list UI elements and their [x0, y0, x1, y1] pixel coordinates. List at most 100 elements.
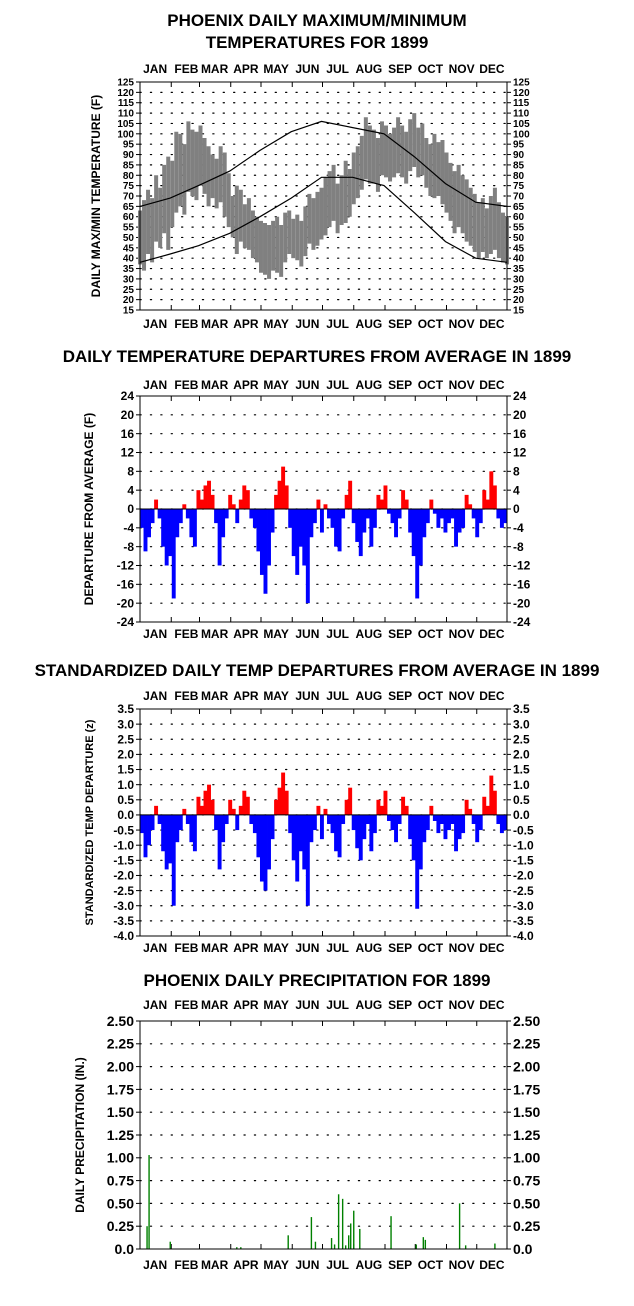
departure-bar	[485, 805, 490, 815]
y-tick-label-right: 25	[513, 285, 525, 296]
y-tick-label-left: 2.0	[117, 748, 134, 762]
departure-bar	[450, 509, 455, 519]
month-label-top: APR	[233, 689, 259, 703]
departure-bar	[387, 509, 391, 514]
y-tick-label-right: 3.5	[513, 702, 530, 716]
month-label-bottom: NOV	[449, 941, 475, 955]
month-label-bottom: MAY	[263, 317, 289, 331]
month-label-bottom: JAN	[143, 627, 167, 641]
departure-bar	[196, 490, 201, 509]
departure-bar	[404, 499, 409, 509]
departure-bar	[281, 466, 286, 509]
departure-bar	[369, 509, 374, 547]
departure-bar	[429, 805, 434, 815]
departure-bar	[267, 509, 271, 566]
y-tick-label-right: 40	[513, 254, 525, 265]
departure-bar	[217, 509, 222, 566]
y-tick-label-right: 0.5	[513, 793, 530, 807]
departure-bar	[323, 504, 328, 509]
month-label-top: APR	[233, 62, 259, 76]
month-label-bottom: OCT	[418, 1258, 444, 1272]
y-tick-label-right: 110	[513, 109, 530, 120]
month-label-top: MAR	[201, 62, 229, 76]
departure-bar	[263, 509, 268, 594]
departure-bar	[143, 814, 148, 858]
departure-bar	[274, 799, 279, 815]
y-tick-label-left: 0.5	[117, 793, 134, 807]
month-label-top: JUN	[295, 62, 319, 76]
departure-bar	[376, 799, 381, 815]
departure-bar	[302, 509, 307, 566]
y-tick-label-right: -3.5	[513, 914, 534, 928]
y-tick-label-right: -2.5	[513, 884, 534, 898]
y-tick-label-left: -24	[117, 615, 135, 629]
departure-bar	[252, 509, 257, 528]
departure-bar	[157, 509, 162, 519]
y-tick-label-left: 1.50	[107, 1104, 134, 1120]
departure-bar	[369, 814, 374, 852]
departure-bar	[242, 485, 247, 509]
departure-bar	[207, 480, 211, 509]
departure-bar	[344, 799, 349, 815]
month-label-top: FEB	[174, 378, 198, 392]
departure-bar	[242, 790, 247, 815]
departure-bar	[464, 799, 469, 815]
y-tick-label-left: -4	[123, 521, 134, 535]
y-tick-label-right: 0.0	[513, 808, 530, 822]
y-tick-label-right: 0.25	[513, 1218, 540, 1234]
departure-bar	[178, 509, 183, 524]
y-tick-label-right: 4	[513, 483, 520, 497]
month-label-top: JAN	[143, 689, 167, 703]
departure-bar	[150, 814, 155, 831]
month-label-top: JUL	[326, 998, 349, 1012]
month-label-top: DEC	[479, 62, 505, 76]
month-label-top: JUL	[326, 689, 349, 703]
y-tick-label-right: -16	[513, 578, 531, 592]
departure-bar	[284, 485, 289, 509]
y-tick-label-left: 12	[121, 446, 135, 460]
y-tick-label-right: 45	[513, 243, 525, 254]
y-tick-label-left: 55	[123, 223, 135, 234]
plot-border	[139, 1020, 508, 1250]
month-label-bottom: SEP	[388, 317, 412, 331]
y-tick-label-left: 75	[123, 181, 135, 192]
departure-bar	[319, 509, 324, 533]
departure-bar	[450, 814, 455, 825]
departure-bar	[143, 509, 148, 552]
chart-title: PHOENIX DAILY MAXIMUM/MINIMUM	[167, 11, 466, 30]
month-label-bottom: AUG	[356, 1258, 383, 1272]
departure-bar	[415, 814, 420, 909]
y-tick-label-right: 65	[513, 202, 525, 213]
departure-bar	[235, 509, 240, 524]
month-label-top: SEP	[388, 689, 412, 703]
y-tick-label-right: 50	[513, 233, 525, 244]
y-tick-label-right: 70	[513, 192, 525, 203]
month-label-top: OCT	[418, 378, 444, 392]
departure-bar	[482, 490, 487, 509]
y-tick-label-right: -20	[513, 596, 531, 610]
normal-min-line	[139, 176, 508, 263]
y-tick-label-right: 80	[513, 171, 525, 182]
departure-bar	[164, 509, 169, 566]
month-label-bottom: DEC	[479, 627, 505, 641]
y-tick-label-left: 20	[121, 408, 135, 422]
y-tick-label-left: -3.5	[113, 914, 134, 928]
departure-bar	[312, 814, 317, 831]
departure-bar	[249, 814, 254, 825]
y-tick-label-right: 24	[513, 389, 527, 403]
y-tick-label-left: 120	[117, 88, 134, 99]
departure-bar	[425, 814, 430, 831]
departure-bar	[334, 509, 339, 547]
y-tick-label-right: 20	[513, 408, 527, 422]
month-label-top: JAN	[143, 62, 167, 76]
departure-bar	[175, 814, 180, 843]
departure-bar	[362, 509, 367, 533]
y-tick-label-right: 125	[513, 78, 530, 89]
month-label-bottom: DEC	[479, 1258, 505, 1272]
month-label-top: JUN	[295, 689, 319, 703]
month-label-bottom: APR	[233, 627, 259, 641]
month-label-bottom: APR	[233, 1258, 259, 1272]
departure-bar	[221, 814, 226, 843]
y-tick-label-left: 35	[123, 264, 135, 275]
